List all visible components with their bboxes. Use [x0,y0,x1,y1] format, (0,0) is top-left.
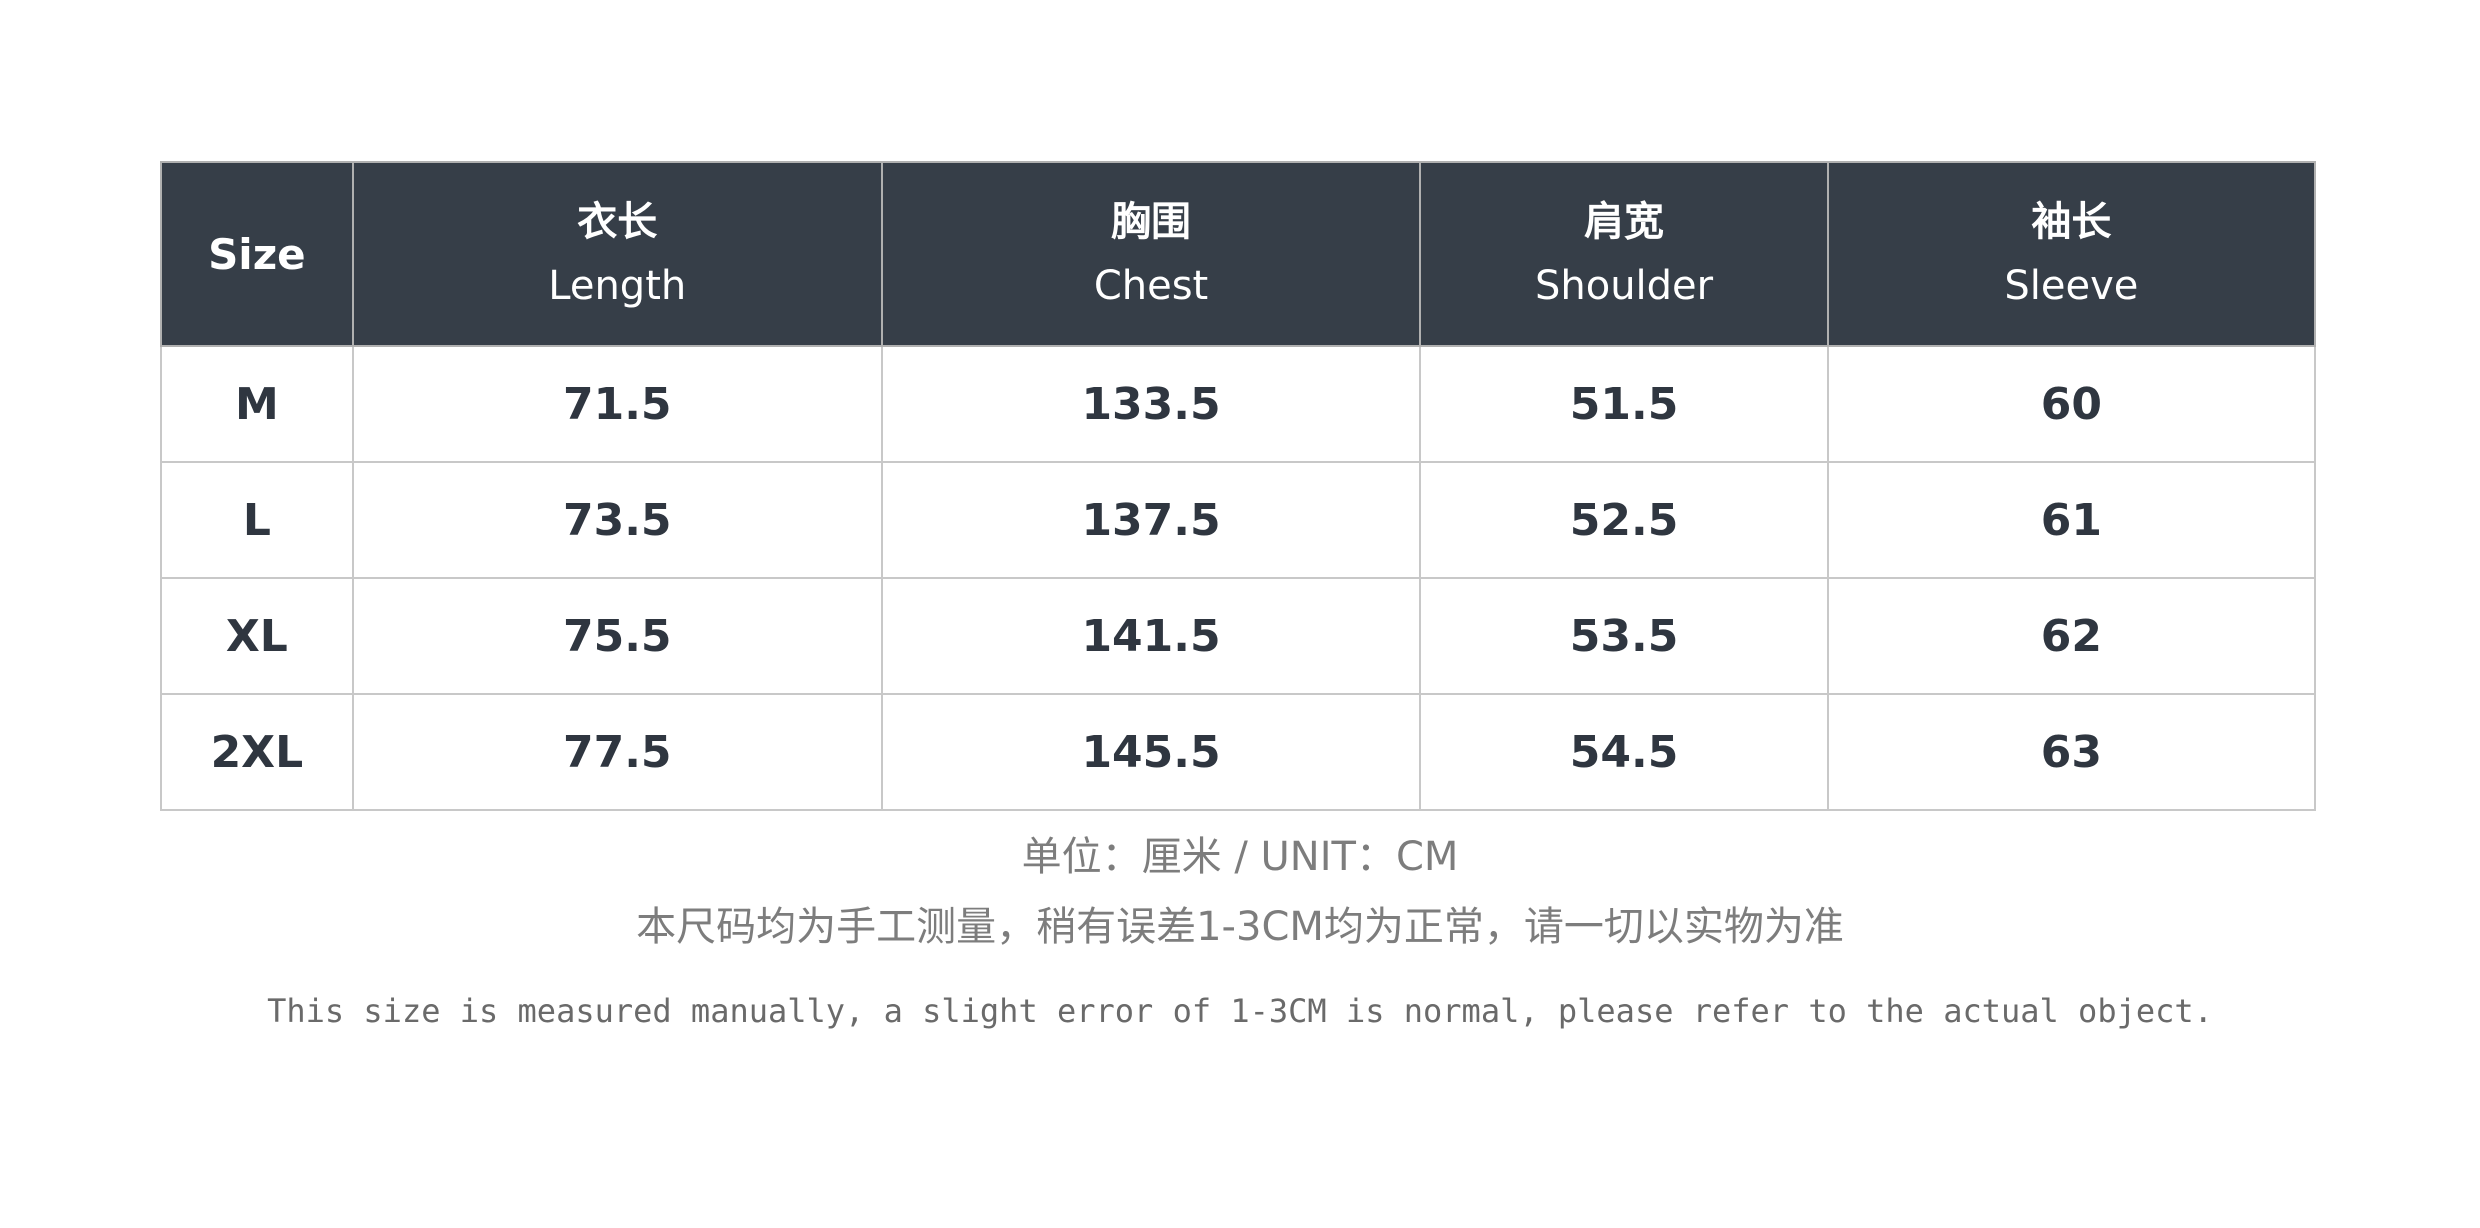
table-row: L 73.5 137.5 52.5 61 [160,461,2317,579]
cell-length: 73.5 [351,461,883,579]
cell-shoulder: 54.5 [1419,693,1829,811]
cell-chest: 137.5 [880,461,1422,579]
unit-note: 单位：厘米 / UNIT：CM [1021,834,1459,880]
cell-shoulder: 53.5 [1419,577,1829,695]
header-cn: 袖长 [2031,199,2112,245]
header-en: Sleeve [2004,263,2139,309]
table-row: M 71.5 133.5 51.5 60 [160,345,2317,463]
cell-size: 2XL [160,693,354,811]
cell-size: L [160,461,354,579]
header-chest: 胸围 Chest [880,161,1422,347]
cell-sleeve: 61 [1826,461,2317,579]
table-row: 2XL 77.5 145.5 54.5 63 [160,693,2317,811]
header-cn: 胸围 [1111,199,1192,245]
cell-sleeve: 60 [1826,345,2317,463]
header-shoulder: 肩宽 Shoulder [1419,161,1829,347]
cell-size: M [160,345,354,463]
header-cn: 衣长 [577,199,658,245]
header-en: Length [548,263,687,309]
cell-sleeve: 63 [1826,693,2317,811]
cell-chest: 141.5 [880,577,1422,695]
header-en: Chest [1093,263,1209,309]
cell-chest: 133.5 [880,345,1422,463]
size-chart-table: Size 衣长 Length 胸围 Chest 肩宽 Shoulder 袖长 Sleev… [160,161,2317,811]
header-size: Size [160,161,354,347]
header-row: Size 衣长 Length 胸围 Chest 肩宽 Shoulder 袖长 Sleev… [160,161,2317,347]
cell-length: 77.5 [351,693,883,811]
cell-shoulder: 51.5 [1419,345,1829,463]
measurement-note-en: This size is measured manually, a slight… [267,992,2213,1030]
cell-length: 75.5 [351,577,883,695]
cell-length: 71.5 [351,345,883,463]
header-en: Shoulder [1534,263,1714,309]
cell-sleeve: 62 [1826,577,2317,695]
measurement-note-cn: 本尺码均为手工测量，稍有误差1-3CM均为正常，请一切以实物为准 [636,904,1844,950]
table-row: XL 75.5 141.5 53.5 62 [160,577,2317,695]
cell-size: XL [160,577,354,695]
cell-chest: 145.5 [880,693,1422,811]
header-length: 衣长 Length [351,161,883,347]
cell-shoulder: 52.5 [1419,461,1829,579]
header-cn: 肩宽 [1584,199,1665,245]
header-sleeve: 袖长 Sleeve [1826,161,2317,347]
